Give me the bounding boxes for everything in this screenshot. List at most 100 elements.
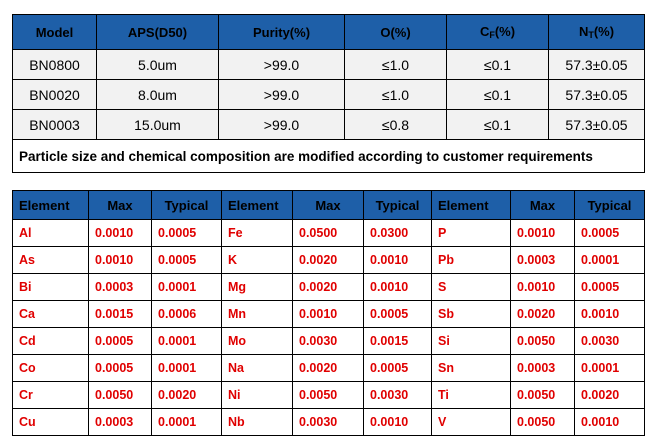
max-value-cell: 0.0010 [88, 219, 152, 247]
max-value-cell: 0.0010 [88, 246, 152, 274]
header-typical: Typical [363, 190, 432, 220]
typical-value-cell: 0.0030 [574, 327, 645, 355]
header-nitrogen: NT(%) [548, 14, 645, 50]
element-symbol-cell: Pb [431, 246, 511, 274]
model-cell: BN0800 [12, 49, 97, 80]
header-typical: Typical [151, 190, 222, 220]
element-symbol-cell: Mn [221, 300, 293, 328]
typical-value-cell: 0.0005 [574, 273, 645, 301]
spec-note-row: Particle size and chemical composition a… [12, 139, 645, 173]
element-symbol-cell: As [12, 246, 89, 274]
element-symbol-cell: Ti [431, 381, 511, 409]
spec-header-row: Model APS(D50) Purity(%) O(%) CF(%) NT(%… [12, 14, 645, 50]
spec-cell: >99.0 [218, 79, 345, 110]
header-carbon: CF(%) [446, 14, 549, 50]
header-element: Element [431, 190, 511, 220]
header-element: Element [221, 190, 293, 220]
header-carbon-symbol: C [479, 24, 490, 39]
spec-row: BN0800 5.0um >99.0 ≤1.0 ≤0.1 57.3±0.05 [12, 49, 645, 80]
element-symbol-cell: V [431, 408, 511, 436]
spec-cell: ≤1.0 [344, 79, 447, 110]
header-nitrogen-unit: (%) [593, 24, 615, 39]
typical-value-cell: 0.0020 [151, 381, 222, 409]
element-symbol-cell: Ni [221, 381, 293, 409]
max-value-cell: 0.0005 [88, 354, 152, 382]
header-max: Max [292, 190, 364, 220]
impurity-table: Element Max Typical Element Max Typical … [12, 190, 645, 436]
typical-value-cell: 0.0001 [151, 273, 222, 301]
element-symbol-cell: Na [221, 354, 293, 382]
max-value-cell: 0.0003 [510, 246, 575, 274]
element-symbol-cell: Sn [431, 354, 511, 382]
max-value-cell: 0.0010 [292, 300, 364, 328]
max-value-cell: 0.0003 [510, 354, 575, 382]
max-value-cell: 0.0030 [292, 408, 364, 436]
typical-value-cell: 0.0001 [574, 354, 645, 382]
max-value-cell: 0.0010 [510, 273, 575, 301]
typical-value-cell: 0.0030 [363, 381, 432, 409]
impurity-header-row: Element Max Typical Element Max Typical … [12, 190, 645, 220]
max-value-cell: 0.0050 [510, 381, 575, 409]
typical-value-cell: 0.0020 [574, 381, 645, 409]
spec-row: BN0003 15.0um >99.0 ≤0.8 ≤0.1 57.3±0.05 [12, 109, 645, 140]
typical-value-cell: 0.0010 [363, 273, 432, 301]
element-symbol-cell: S [431, 273, 511, 301]
typical-value-cell: 0.0001 [151, 354, 222, 382]
spec-cell: 57.3±0.05 [548, 109, 645, 140]
max-value-cell: 0.0003 [88, 408, 152, 436]
typical-value-cell: 0.0001 [151, 327, 222, 355]
element-symbol-cell: Al [12, 219, 89, 247]
typical-value-cell: 0.0005 [151, 246, 222, 274]
spec-cell: 5.0um [96, 49, 219, 80]
max-value-cell: 0.0050 [510, 408, 575, 436]
header-oxygen: O(%) [344, 14, 447, 50]
spec-cell: ≤1.0 [344, 49, 447, 80]
header-max: Max [88, 190, 152, 220]
spec-cell: >99.0 [218, 109, 345, 140]
max-value-cell: 0.0020 [510, 300, 575, 328]
element-symbol-cell: Nb [221, 408, 293, 436]
element-symbol-cell: K [221, 246, 293, 274]
model-cell: BN0020 [12, 79, 97, 110]
header-purity: Purity(%) [218, 14, 345, 50]
max-value-cell: 0.0020 [292, 246, 364, 274]
impurity-row: Cd 0.0005 0.0001 Mo 0.0030 0.0015 Si 0.0050 0.00… [12, 327, 645, 355]
element-symbol-cell: Ca [12, 300, 89, 328]
element-symbol-cell: Cd [12, 327, 89, 355]
spec-row: BN0020 8.0um >99.0 ≤1.0 ≤0.1 57.3±0.05 [12, 79, 645, 110]
spec-cell: 15.0um [96, 109, 219, 140]
typical-value-cell: 0.0010 [574, 300, 645, 328]
spec-cell: >99.0 [218, 49, 345, 80]
header-carbon-unit: (%) [494, 24, 516, 39]
typical-value-cell: 0.0015 [363, 327, 432, 355]
max-value-cell: 0.0050 [510, 327, 575, 355]
header-carbon-subscript: F [489, 30, 495, 40]
header-aps: APS(D50) [96, 14, 219, 50]
element-symbol-cell: Bi [12, 273, 89, 301]
typical-value-cell: 0.0010 [363, 408, 432, 436]
typical-value-cell: 0.0010 [574, 408, 645, 436]
impurity-row: Ca 0.0015 0.0006 Mn 0.0010 0.0005 Sb 0.0020 0.00… [12, 300, 645, 328]
typical-value-cell: 0.0006 [151, 300, 222, 328]
element-symbol-cell: Co [12, 354, 89, 382]
spec-cell: 57.3±0.05 [548, 49, 645, 80]
header-typical: Typical [574, 190, 645, 220]
max-value-cell: 0.0050 [292, 381, 364, 409]
spec-cell: 57.3±0.05 [548, 79, 645, 110]
spec-cell: ≤0.1 [446, 79, 549, 110]
impurity-row: Bi 0.0003 0.0001 Mg 0.0020 0.0010 S 0.0010 0.000… [12, 273, 645, 301]
spec-cell: ≤0.8 [344, 109, 447, 140]
impurity-row: Cu 0.0003 0.0001 Nb 0.0030 0.0010 V 0.0050 0.001… [12, 408, 645, 436]
impurity-row: Cr 0.0050 0.0020 Ni 0.0050 0.0030 Ti 0.0050 0.00… [12, 381, 645, 409]
element-symbol-cell: P [431, 219, 511, 247]
header-element: Element [12, 190, 89, 220]
header-nitrogen-subscript: T [588, 30, 594, 40]
max-value-cell: 0.0003 [88, 273, 152, 301]
typical-value-cell: 0.0001 [151, 408, 222, 436]
spec-cell: ≤0.1 [446, 109, 549, 140]
max-value-cell: 0.0020 [292, 273, 364, 301]
max-value-cell: 0.0030 [292, 327, 364, 355]
typical-value-cell: 0.0005 [574, 219, 645, 247]
typical-value-cell: 0.0001 [574, 246, 645, 274]
element-symbol-cell: Sb [431, 300, 511, 328]
